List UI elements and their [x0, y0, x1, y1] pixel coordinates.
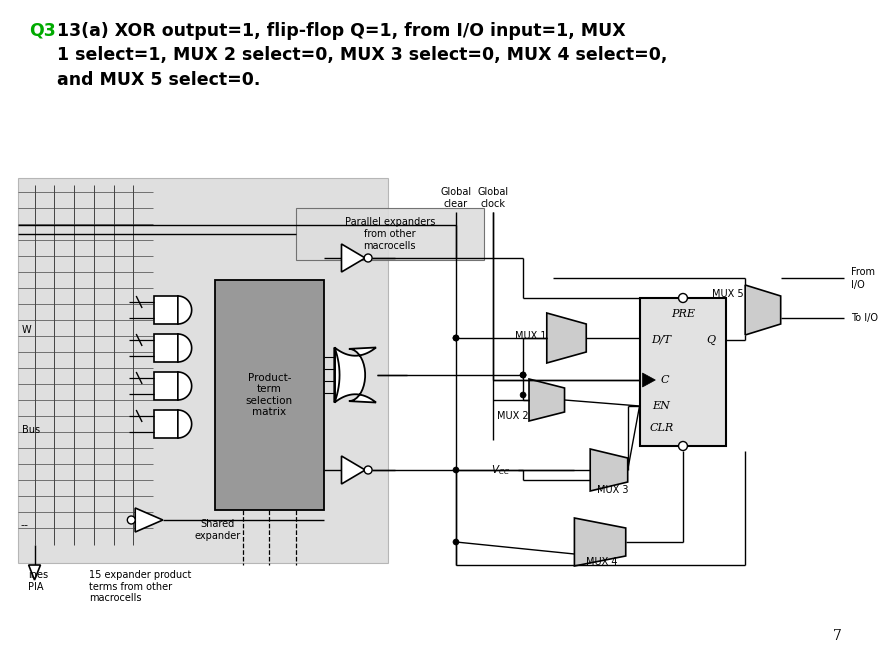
Circle shape: [520, 372, 526, 378]
Circle shape: [364, 466, 372, 474]
Polygon shape: [135, 508, 163, 532]
Text: W: W: [22, 325, 32, 335]
Circle shape: [520, 392, 526, 398]
Circle shape: [520, 372, 526, 378]
Bar: [215, 280, 324, 510]
Circle shape: [127, 516, 135, 524]
Circle shape: [364, 254, 372, 262]
Text: $V_{CC}$: $V_{CC}$: [491, 463, 511, 477]
Polygon shape: [590, 449, 628, 491]
Text: Global
clock: Global clock: [478, 187, 509, 209]
Text: MUX 4: MUX 4: [587, 557, 617, 567]
Text: --: --: [20, 520, 29, 530]
Bar: [154, 334, 178, 362]
Text: MUX 2: MUX 2: [497, 411, 529, 421]
Circle shape: [453, 335, 459, 341]
Circle shape: [453, 335, 459, 341]
Bar: [639, 298, 727, 446]
Polygon shape: [28, 565, 41, 580]
Circle shape: [678, 294, 687, 302]
Text: From: From: [851, 267, 875, 277]
Bar: [296, 208, 483, 260]
Text: Shared
expander: Shared expander: [194, 519, 240, 541]
Circle shape: [453, 539, 459, 545]
Polygon shape: [574, 518, 625, 566]
Text: Parallel expanders
from other
macrocells: Parallel expanders from other macrocells: [345, 217, 435, 250]
Text: 7: 7: [833, 629, 841, 643]
Polygon shape: [529, 379, 564, 421]
Text: PRE: PRE: [671, 309, 695, 319]
Text: EN: EN: [653, 401, 670, 411]
Polygon shape: [178, 410, 191, 438]
Text: I/O: I/O: [851, 280, 864, 290]
Polygon shape: [745, 285, 781, 335]
Text: MUX 1: MUX 1: [515, 331, 547, 341]
Text: ines
PIA: ines PIA: [27, 570, 48, 591]
Bar: [154, 410, 178, 438]
Polygon shape: [547, 313, 587, 363]
Text: To I/O: To I/O: [851, 313, 878, 323]
Polygon shape: [341, 456, 365, 484]
Polygon shape: [178, 296, 191, 324]
Bar: [154, 372, 178, 400]
Text: 15 expander product
terms from other
macrocells: 15 expander product terms from other mac…: [89, 570, 191, 603]
Text: 13(a) XOR output=1, flip-flop Q=1, from I/O input=1, MUX
1 select=1, MUX 2 selec: 13(a) XOR output=1, flip-flop Q=1, from …: [57, 22, 668, 89]
Circle shape: [678, 442, 687, 451]
Polygon shape: [642, 373, 655, 387]
Text: C: C: [661, 375, 669, 385]
Bar: [154, 296, 178, 324]
Text: Product-
term
selection
matrix: Product- term selection matrix: [246, 373, 293, 417]
Text: D/T: D/T: [651, 335, 671, 345]
Text: Q: Q: [706, 335, 715, 345]
Text: MUX 3: MUX 3: [597, 485, 629, 495]
Text: CLR: CLR: [649, 423, 673, 433]
Circle shape: [453, 467, 459, 473]
Polygon shape: [334, 348, 376, 403]
Polygon shape: [178, 334, 191, 362]
Text: Q3: Q3: [30, 22, 56, 40]
Text: MUX 5: MUX 5: [712, 289, 744, 299]
Text: Bus: Bus: [22, 425, 40, 435]
Bar: [18, 178, 388, 563]
Polygon shape: [341, 244, 365, 272]
Polygon shape: [178, 372, 191, 400]
Text: Global
clear: Global clear: [440, 187, 472, 209]
